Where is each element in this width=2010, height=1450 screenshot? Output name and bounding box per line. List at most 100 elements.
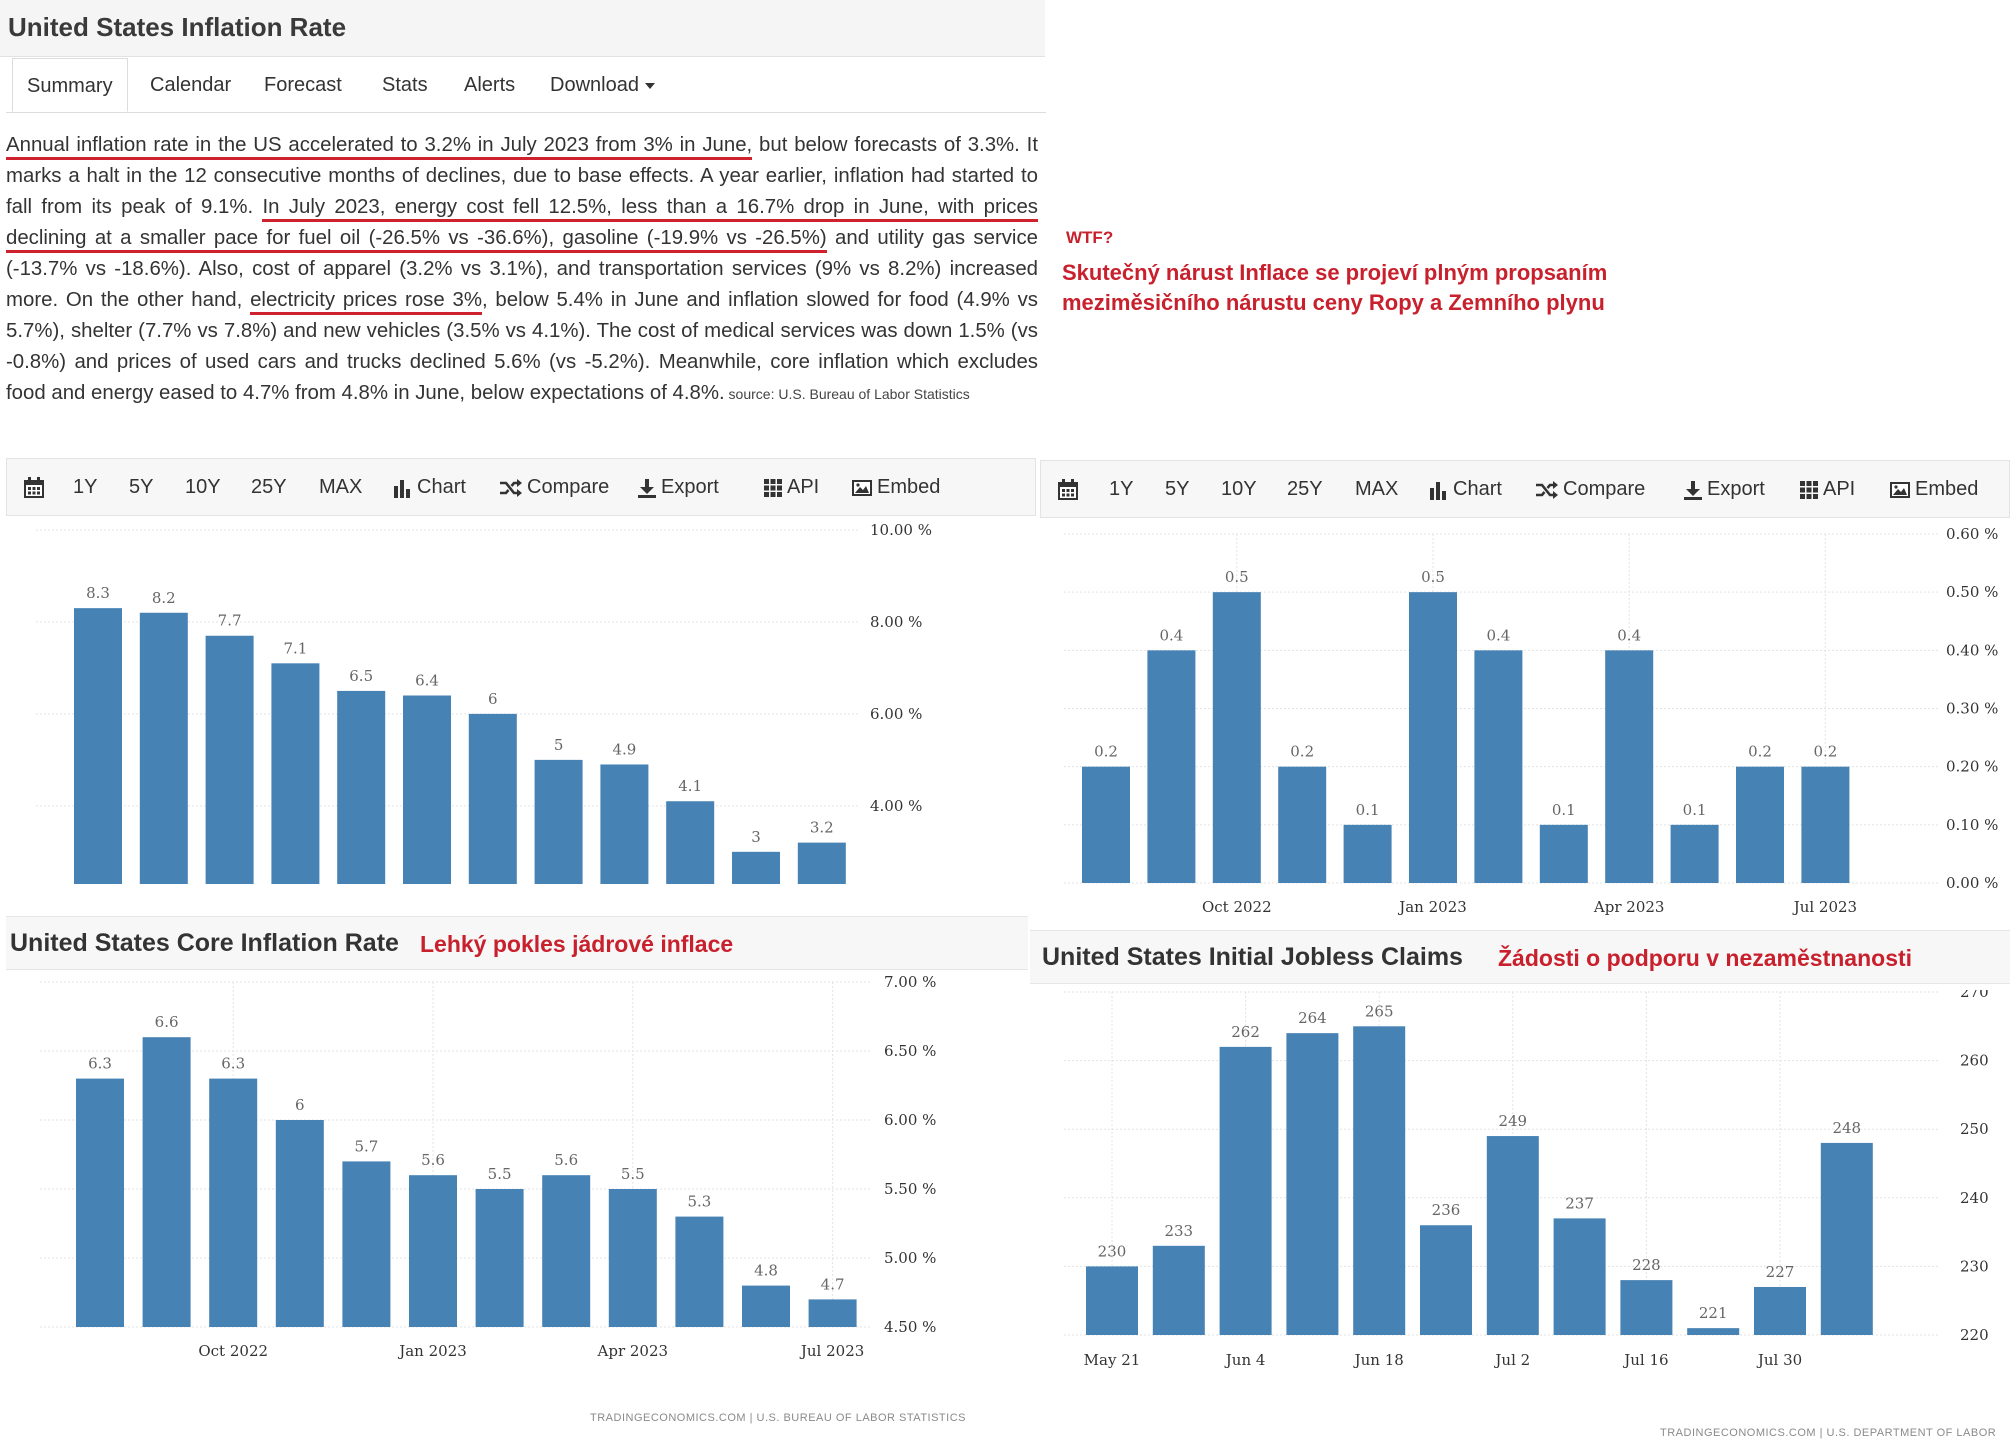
chart-button-label: Chart (1453, 478, 1502, 500)
range-max-button[interactable]: MAX (319, 476, 363, 498)
y-tick-label: 5.00 % (884, 1249, 936, 1267)
tab-download[interactable]: Download (536, 58, 669, 112)
bar (1219, 1046, 1272, 1335)
calendar-button[interactable] (1057, 461, 1083, 517)
x-tick-label: Jun 4 (1224, 1351, 1266, 1369)
bar (742, 1285, 790, 1327)
bar-value-label: 5.6 (421, 1151, 445, 1169)
y-tick-label: 0.50 % (1946, 583, 1998, 601)
grid-icon (764, 478, 782, 497)
summary-highlight-1: Annual inflation rate in the US accelera… (6, 134, 753, 160)
x-tick-label: Apr 2023 (1593, 898, 1665, 916)
api-button[interactable]: API (763, 459, 819, 515)
y-tick-label: 7.00 % (884, 976, 936, 991)
bar (1539, 824, 1588, 883)
bar-value-label: 6.6 (155, 1013, 179, 1031)
bar (142, 1037, 191, 1327)
bar-value-label: 0.4 (1159, 626, 1183, 644)
range-10y-button[interactable]: 10Y (185, 476, 221, 498)
bar-value-label: 230 (1098, 1242, 1127, 1260)
tab-calendar[interactable]: Calendar (150, 74, 232, 96)
calendar-button[interactable] (23, 459, 49, 515)
bar (337, 690, 386, 884)
tab-stats[interactable]: Stats (382, 74, 428, 96)
download-icon (1684, 480, 1702, 500)
core-chart-svg: 4.50 % 5.00 % 5.50 % 6.00 % 6.50 % 7.00 % Oct … (40, 976, 936, 1360)
x-tick-label: Apr 2023 (597, 1342, 669, 1360)
api-button[interactable]: API (1799, 461, 1855, 517)
compare-button[interactable]: Compare (499, 459, 609, 515)
bar-value-label: 265 (1365, 1002, 1394, 1020)
bar (1687, 1328, 1740, 1335)
bar-chart-icon (1430, 481, 1446, 500)
bar (1801, 766, 1850, 883)
bar-value-label: 0.5 (1225, 568, 1249, 586)
export-button-label: Export (661, 476, 719, 498)
range-max-button[interactable]: MAX (1355, 478, 1399, 500)
y-tick-label: 10.00 % (870, 521, 932, 539)
bar (1086, 1266, 1138, 1335)
bar (205, 635, 254, 884)
range-1y-button[interactable]: 1Y (73, 476, 98, 498)
bar (409, 1175, 457, 1327)
bar-value-label: 0.2 (1094, 743, 1118, 761)
core-inflation-chart: 4.50 % 5.00 % 5.50 % 6.00 % 6.50 % 7.00 % Oct … (0, 976, 1000, 1396)
x-tick-label: Jul 16 (1622, 1351, 1668, 1369)
inflation-chart: 4.00 % 6.00 % 8.00 % 10.00 % 8.3 8.2 7.7 7.1 6.5… (0, 516, 1000, 896)
shuffle-icon (1536, 480, 1558, 499)
range-25y-button[interactable]: 25Y (1287, 478, 1323, 500)
tab-forecast[interactable]: Forecast (264, 74, 342, 96)
bar-value-label: 0.2 (1748, 743, 1772, 761)
y-tick-label: 250 (1960, 1120, 1989, 1138)
tab-alerts[interactable]: Alerts (464, 74, 516, 96)
bar (608, 1189, 657, 1327)
chart-button[interactable]: Chart (393, 459, 466, 515)
y-tick-label: 8.00 % (870, 613, 922, 631)
bar (271, 663, 320, 884)
bar-value-label: 5.5 (621, 1165, 645, 1183)
range-5y-button[interactable]: 5Y (1165, 478, 1190, 500)
chart-button-label: Chart (417, 476, 466, 498)
range-25y-button[interactable]: 25Y (251, 476, 287, 498)
bar (475, 1189, 524, 1327)
x-tick-label: Jul 2023 (799, 1342, 864, 1360)
bar-value-label: 6.4 (415, 672, 439, 690)
export-button[interactable]: Export (637, 459, 719, 515)
range-5y-button[interactable]: 5Y (129, 476, 154, 498)
y-tick-label: 6.00 % (870, 705, 922, 723)
bar (1152, 1245, 1205, 1335)
bar (1736, 766, 1784, 883)
range-1y-button[interactable]: 1Y (1109, 478, 1134, 500)
bar (139, 612, 188, 884)
summary-part-6: , below 5.4% in June and inflation slowe… (6, 289, 1038, 404)
export-button[interactable]: Export (1683, 461, 1765, 517)
y-tick-label: 6.50 % (884, 1042, 936, 1060)
bar-value-label: 221 (1699, 1304, 1728, 1322)
y-tick-label: 260 (1960, 1052, 1989, 1070)
embed-button-label: Embed (877, 476, 941, 498)
compare-button[interactable]: Compare (1535, 461, 1645, 517)
bar-value-label: 237 (1565, 1194, 1594, 1212)
embed-button[interactable]: Embed (1889, 461, 1978, 517)
bar-value-label: 0.4 (1617, 626, 1641, 644)
bar-value-label: 6 (488, 690, 498, 708)
y-tick-label: 4.00 % (870, 797, 922, 815)
embed-button-label: Embed (1915, 478, 1979, 500)
calendar-icon (1058, 478, 1078, 500)
bar-value-label: 236 (1432, 1201, 1461, 1219)
bar-value-label: 8.3 (86, 584, 110, 602)
chart-toolbar-left: 1Y 5Y 10Y 25Y MAX Chart Compare Export A… (6, 458, 1036, 516)
bar (468, 713, 517, 884)
jobless-claims-chart: 220 230 240 250 260 270 May 21 Jun 4 Jun 18 Jul 2… (1040, 990, 2010, 1410)
bar (76, 1078, 124, 1327)
chart-button[interactable]: Chart (1429, 461, 1502, 517)
bar (1486, 1136, 1539, 1335)
x-tick-label: Jul 2023 (1792, 898, 1857, 916)
api-button-label: API (787, 476, 820, 498)
range-10y-button[interactable]: 10Y (1221, 478, 1257, 500)
embed-button[interactable]: Embed (851, 459, 940, 515)
tab-summary[interactable]: Summary (12, 58, 128, 112)
bar-value-label: 6.3 (88, 1055, 112, 1073)
mom-inflation-chart: 0.00 % 0.10 % 0.20 % 0.30 % 0.40 % 0.50 % 0.60… (1040, 520, 2010, 940)
caret-down-icon (644, 82, 655, 89)
